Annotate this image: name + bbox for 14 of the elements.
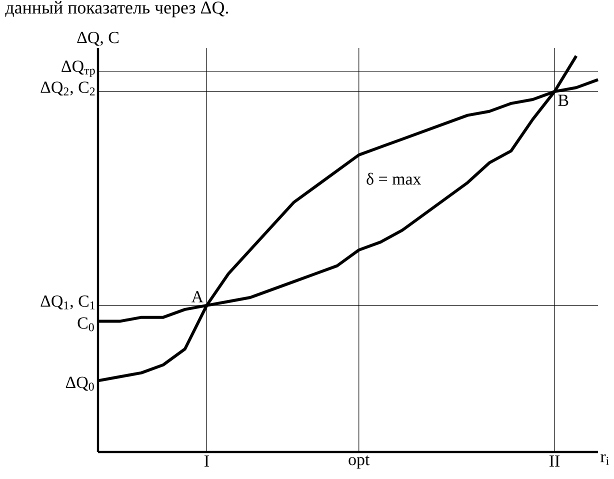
text: данный показатель через ΔQ. xyxy=(5,1,228,18)
x-tick-label: II xyxy=(549,456,560,467)
text: C$_{0}$ xyxy=(78,317,94,332)
annotation: δ = max xyxy=(366,172,422,185)
annotation: A xyxy=(191,291,204,302)
ref-line-label: ΔQ$_{1}$, C$_{1}$ xyxy=(40,295,95,310)
x-axis-title: r$_{i}$ xyxy=(600,454,609,465)
x-tick-label: I xyxy=(204,456,209,467)
x-tick-label: opt xyxy=(348,456,370,469)
annotation: B xyxy=(558,94,568,106)
y-axis-title: ΔQ, C xyxy=(77,32,118,46)
ref-line-label: ΔQ$_{2}$, C$_{2}$ xyxy=(40,82,95,96)
text: ΔQ$_{0}$ xyxy=(66,376,94,391)
ref-line-label: ΔQ$_{тр}$ xyxy=(62,60,95,77)
